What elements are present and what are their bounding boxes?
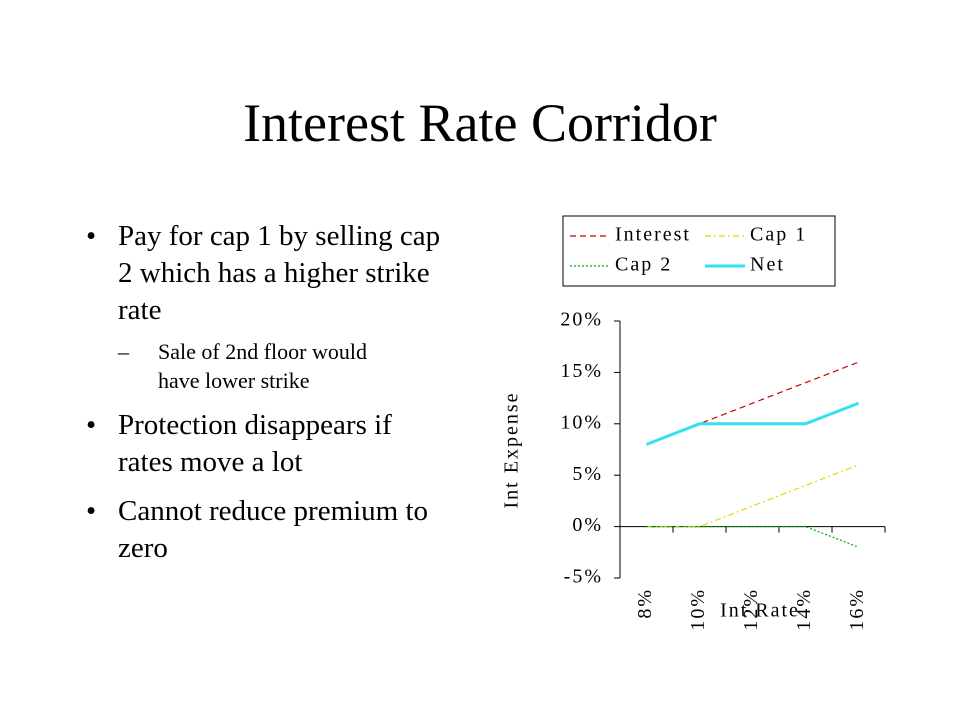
series-line — [645, 401, 860, 446]
bullet-text: Pay for cap 1 by selling cap 2 which has… — [118, 220, 441, 326]
series-line — [646, 525, 859, 548]
y-axis-title: Int Expense — [501, 392, 523, 509]
x-tick-label: 10% — [687, 588, 709, 631]
legend-label: Interest — [615, 224, 691, 246]
series-line — [646, 464, 859, 528]
series-line — [646, 361, 859, 445]
sub-bullet: Sale of 2nd floor would have lower strik… — [118, 337, 398, 395]
sub-bullet-list: Sale of 2nd floor would have lower strik… — [118, 337, 448, 395]
legend-label: Cap 1 — [750, 224, 807, 246]
x-tick-label: 12% — [740, 588, 762, 631]
y-tick-label: 5% — [572, 463, 603, 485]
x-tick-label: 8% — [634, 588, 656, 619]
x-axis-title: Int Rate — [720, 600, 800, 622]
y-tick-label: 15% — [560, 360, 603, 382]
slide-title: Interest Rate Corridor — [243, 93, 717, 153]
legend-label: Cap 2 — [615, 254, 672, 276]
legend-box — [562, 215, 836, 287]
y-tick-label: 20% — [560, 309, 603, 331]
y-tick-label: -5% — [564, 566, 603, 588]
y-tick-label: 0% — [572, 514, 603, 536]
y-tick-label: 10% — [560, 411, 603, 433]
bullet: Cannot reduce premium to zero — [82, 493, 448, 567]
bullet: Pay for cap 1 by selling cap 2 which has… — [82, 218, 448, 395]
legend-label: Net — [750, 254, 785, 276]
x-tick-label: 14% — [793, 588, 815, 631]
x-tick-label: 16% — [846, 588, 868, 631]
bullet-list: Pay for cap 1 by selling cap 2 which has… — [82, 218, 462, 579]
bullet: Protection disappears if rates move a lo… — [82, 407, 448, 481]
